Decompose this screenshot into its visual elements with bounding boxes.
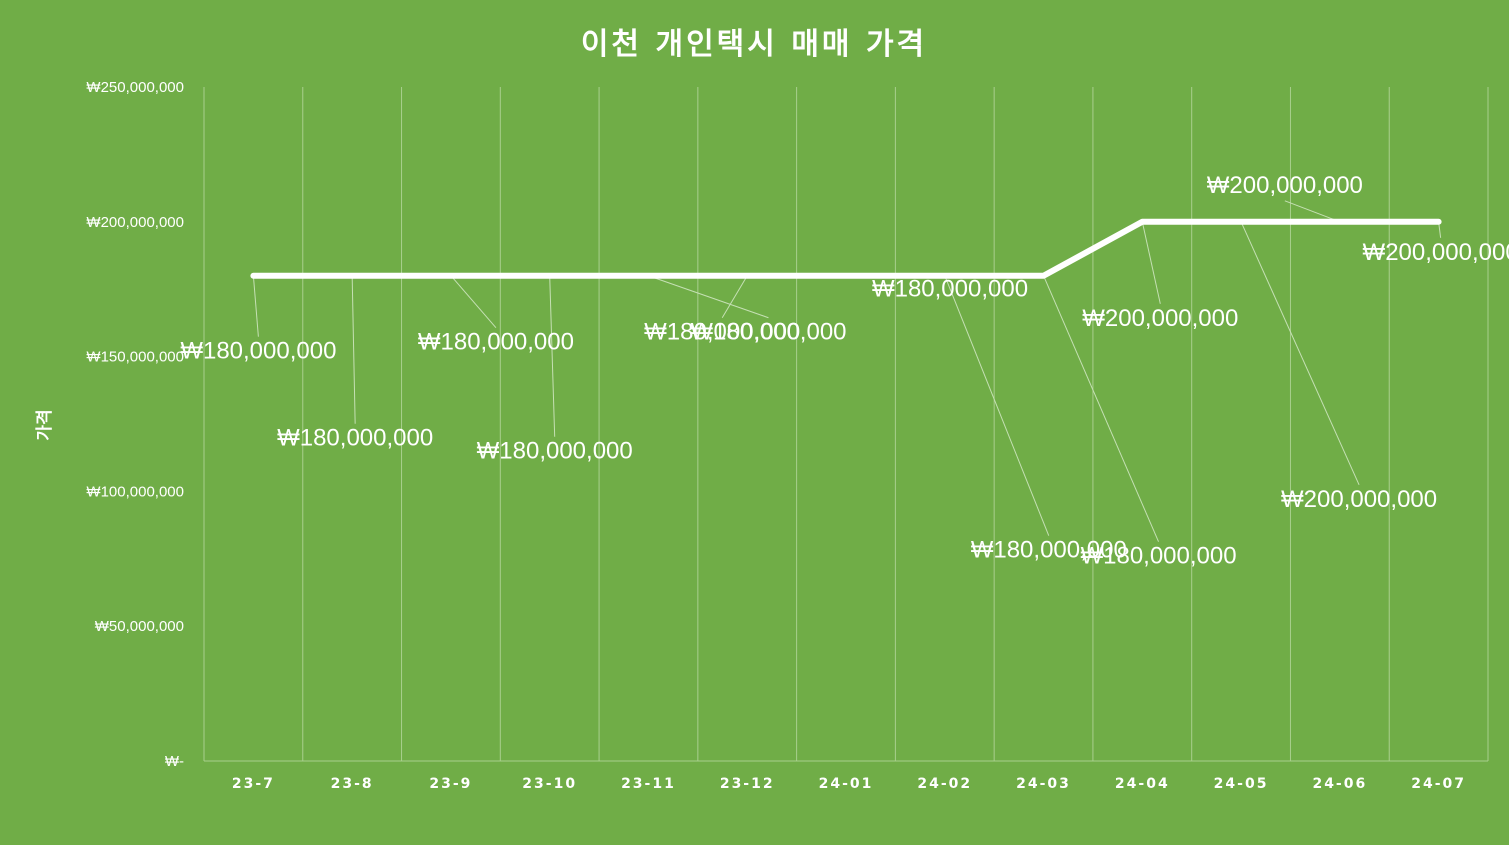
x-tick-label: 24-07 xyxy=(1411,776,1466,792)
data-label-leader xyxy=(351,275,356,424)
data-label-leader xyxy=(648,275,769,319)
x-tick-label: 24-05 xyxy=(1214,776,1269,792)
data-point xyxy=(1337,219,1343,225)
data-point xyxy=(1041,273,1047,279)
x-tick-label: 24-04 xyxy=(1115,776,1170,792)
data-label-leader xyxy=(1284,200,1341,223)
y-tick-label: ₩- xyxy=(165,753,184,770)
data-point xyxy=(250,273,256,279)
x-tick-label: 23-9 xyxy=(429,776,472,792)
x-tick-label: 23-12 xyxy=(720,776,775,792)
data-label: ₩200,000,000 xyxy=(1082,305,1238,332)
y-tick-label: ₩100,000,000 xyxy=(86,483,184,500)
x-tick-label: 24-01 xyxy=(819,776,874,792)
x-tick-label: 24-06 xyxy=(1312,776,1367,792)
y-axis-label: 가격 xyxy=(35,409,55,440)
series-line xyxy=(250,218,1442,279)
data-label: ₩200,000,000 xyxy=(1207,172,1363,199)
data-point xyxy=(645,273,651,279)
x-tick-label: 24-02 xyxy=(917,776,972,792)
data-labels: ₩180,000,000₩180,000,000₩180,000,000₩180… xyxy=(180,172,1509,570)
x-tick-label: 23-7 xyxy=(232,776,275,792)
data-label: ₩200,000,000 xyxy=(1363,239,1509,266)
x-tick-label: 23-11 xyxy=(621,776,676,792)
data-label: ₩180,000,000 xyxy=(277,425,433,452)
y-tick-label: ₩150,000,000 xyxy=(86,349,184,366)
chart-title: 이천 개인택시 매매 가격 xyxy=(581,27,927,62)
data-label: ₩180,000,000 xyxy=(1080,543,1236,570)
x-tick-label: 23-8 xyxy=(331,776,374,792)
data-label-leader xyxy=(549,275,556,437)
data-label-leader xyxy=(1043,275,1159,542)
data-label-leader xyxy=(252,275,259,337)
data-label: ₩180,000,000 xyxy=(644,319,800,346)
data-label: ₩180,000,000 xyxy=(180,338,336,365)
data-label-leader xyxy=(1240,221,1360,486)
data-label: ₩180,000,000 xyxy=(971,537,1127,564)
data-point xyxy=(1238,219,1244,225)
y-tick-label: ₩50,000,000 xyxy=(95,618,184,635)
y-tick-label: ₩200,000,000 xyxy=(86,214,184,231)
data-point xyxy=(942,273,948,279)
data-point xyxy=(744,273,750,279)
data-label: ₩180,000,000 xyxy=(477,438,633,465)
grid-lines xyxy=(203,87,1489,761)
axes: ₩- ₩50,000,000 ₩100,000,000 ₩150,000,000 ₩20… xyxy=(86,79,1488,792)
data-label: ₩180,000,000 xyxy=(872,276,1028,303)
data-label: ₩180,000,000 xyxy=(418,329,574,356)
data-label: ₩180,000,000 xyxy=(690,319,846,346)
data-label: ₩200,000,000 xyxy=(1281,486,1437,513)
data-label-leader xyxy=(721,275,748,318)
series-price xyxy=(250,218,1442,279)
data-point xyxy=(349,273,355,279)
data-label-leader xyxy=(1141,221,1161,304)
data-point xyxy=(1139,219,1145,225)
x-tick-label: 24-03 xyxy=(1016,776,1071,792)
data-label-leader xyxy=(944,275,1050,536)
data-point xyxy=(1436,219,1442,225)
data-point xyxy=(448,273,454,279)
data-point xyxy=(547,273,553,279)
y-tick-label: ₩250,000,000 xyxy=(86,79,184,96)
data-label-leaders xyxy=(252,200,1442,542)
data-label-leader xyxy=(450,275,497,329)
x-tick-label: 23-10 xyxy=(522,776,577,792)
data-point xyxy=(843,273,849,279)
